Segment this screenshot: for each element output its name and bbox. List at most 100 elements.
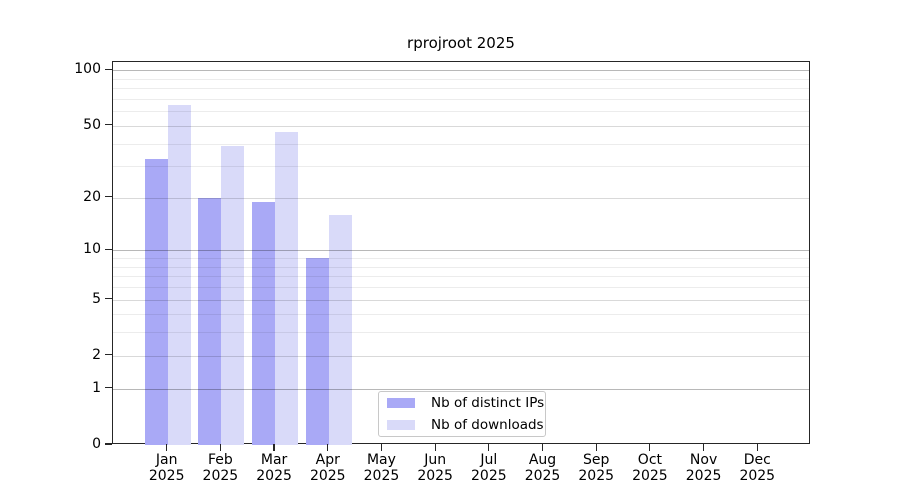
x-tick-label-oct: Oct 2025 — [618, 452, 682, 484]
month-label: May — [366, 452, 396, 468]
x-tick-feb — [219, 444, 221, 451]
gridline-90 — [113, 78, 809, 80]
year-label: 2025 — [524, 467, 561, 484]
bar-mar-distinct-ips — [252, 201, 276, 445]
year-label: 2025 — [632, 467, 668, 484]
gridline-20 — [113, 197, 809, 199]
x-tick-label-dec: Dec 2025 — [725, 452, 789, 484]
gridline-8 — [113, 266, 809, 268]
x-tick-jan — [166, 444, 168, 451]
legend-item-distinct-ips: Nb of distinct IPs — [387, 394, 544, 413]
year-label: 2025 — [471, 467, 507, 484]
month-label: Dec — [743, 452, 771, 468]
bar-mar-downloads — [275, 132, 299, 445]
y-tick-label-20: 20 — [83, 188, 101, 205]
y-tick-100 — [105, 68, 112, 70]
gridline-80 — [113, 88, 809, 90]
legend-label-distinct-ips: Nb of distinct IPs — [431, 395, 545, 412]
gridline-70 — [113, 98, 809, 100]
y-tick-50 — [105, 124, 112, 126]
y-tick-label-0: 0 — [92, 436, 101, 452]
x-tick-jul — [488, 444, 490, 451]
gridline-1 — [113, 388, 809, 390]
x-tick-label-sep: Sep 2025 — [564, 452, 628, 484]
legend-label-downloads: Nb of downloads — [431, 416, 544, 433]
year-label: 2025 — [417, 467, 453, 484]
gridline-6 — [113, 287, 809, 289]
x-tick-dec — [756, 444, 758, 451]
bar-apr-downloads — [328, 215, 352, 445]
bar-feb-distinct-ips — [198, 197, 222, 445]
plot-area — [112, 61, 810, 445]
gridline-2 — [113, 355, 809, 357]
bar-feb-downloads — [221, 145, 245, 445]
chart-title: rprojroot 2025 — [407, 34, 515, 52]
legend-swatch-distinct-ips-icon — [387, 398, 415, 409]
bar-apr-distinct-ips — [305, 258, 329, 445]
month-label: Sep — [583, 452, 610, 468]
x-tick-nov — [703, 444, 705, 451]
gridline-10 — [113, 250, 809, 252]
year-label: 2025 — [363, 467, 400, 484]
month-label: Nov — [689, 452, 718, 468]
gridline-4 — [113, 314, 809, 316]
x-tick-oct — [649, 444, 651, 451]
y-tick-label-10: 10 — [83, 241, 101, 258]
y-tick-20 — [105, 196, 112, 198]
y-tick-label-2: 2 — [92, 346, 101, 363]
x-tick-label-mar: Mar 2025 — [242, 452, 306, 484]
year-label: 2025 — [685, 467, 722, 484]
month-label: Jan — [155, 452, 178, 468]
x-tick-label-feb: Feb 2025 — [188, 452, 252, 484]
x-tick-label-jan: Jan 2025 — [135, 452, 199, 484]
legend: Nb of distinct IPs Nb of downloads — [378, 391, 546, 437]
month-label: Apr — [315, 452, 340, 468]
y-tick-10 — [105, 248, 112, 250]
year-label: 2025 — [148, 467, 185, 484]
year-label: 2025 — [202, 467, 239, 484]
x-tick-jun — [434, 444, 436, 451]
y-tick-0 — [105, 443, 112, 445]
gridline-7 — [113, 276, 809, 278]
gridline-5 — [113, 299, 809, 301]
gridline-60 — [113, 111, 809, 113]
x-tick-label-nov: Nov 2025 — [672, 452, 736, 484]
gridline-50 — [113, 125, 809, 127]
month-label: Mar — [260, 452, 288, 468]
y-tick-1 — [105, 387, 112, 389]
bar-jan-distinct-ips — [144, 158, 168, 445]
year-label: 2025 — [309, 467, 346, 484]
y-tick-label-100: 100 — [74, 61, 101, 78]
month-label: Jun — [424, 452, 447, 468]
y-tick-5 — [105, 297, 112, 300]
year-label: 2025 — [578, 467, 615, 484]
x-tick-may — [380, 444, 383, 451]
y-tick-label-1: 1 — [92, 379, 101, 396]
month-label: Oct — [637, 452, 663, 468]
month-label: Aug — [528, 452, 557, 468]
x-tick-apr — [327, 444, 329, 451]
month-label: Jul — [480, 452, 498, 468]
bar-jan-downloads — [167, 104, 191, 445]
gridline-100 — [113, 70, 809, 72]
x-tick-label-jul: Jul 2025 — [457, 452, 521, 484]
gridline-30 — [113, 166, 809, 168]
gridline-40 — [113, 143, 809, 145]
x-tick-mar — [273, 444, 275, 451]
x-tick-label-aug: Aug 2025 — [511, 452, 575, 484]
month-label: Feb — [207, 452, 233, 468]
year-label: 2025 — [739, 467, 776, 484]
x-tick-label-apr: Apr 2025 — [296, 452, 360, 484]
y-tick-2 — [105, 354, 112, 356]
x-tick-label-jun: Jun 2025 — [403, 452, 467, 484]
year-label: 2025 — [256, 467, 292, 484]
x-tick-aug — [541, 444, 544, 451]
x-tick-label-may: May 2025 — [349, 452, 413, 484]
x-tick-sep — [595, 444, 597, 451]
gridline-3 — [113, 332, 809, 334]
y-tick-label-50: 50 — [83, 116, 101, 133]
legend-swatch-downloads-icon — [387, 419, 415, 430]
gridline-9 — [113, 258, 809, 260]
legend-item-downloads: Nb of downloads — [387, 416, 544, 435]
